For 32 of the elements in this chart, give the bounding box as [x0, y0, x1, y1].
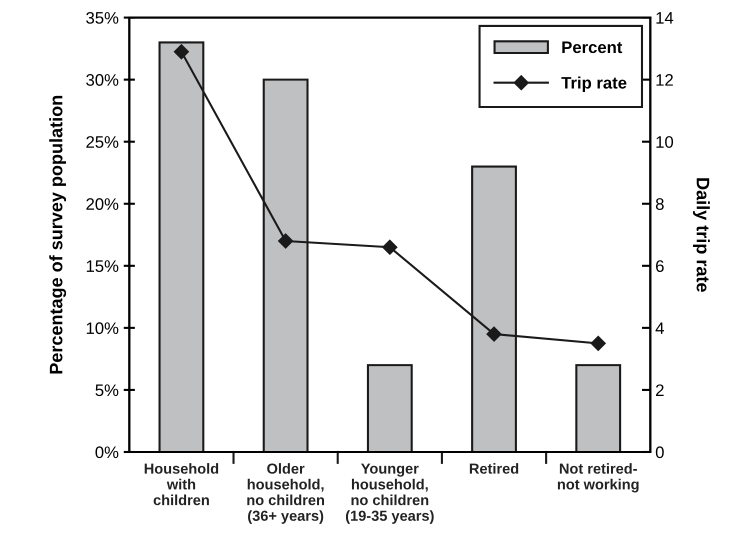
- y2-tick-label: 6: [656, 260, 664, 272]
- y-tick-label: 10%: [86, 322, 118, 334]
- bar: [366, 364, 413, 452]
- point: [382, 240, 398, 255]
- y2-tick-label: 8: [656, 198, 664, 210]
- y-axis-title: Percentage of survey population: [49, 96, 66, 374]
- y2-tick-label: 14: [656, 12, 674, 24]
- point: [590, 336, 606, 351]
- y2-tick-label: 10: [656, 136, 674, 148]
- y2-axis-title: Daily trip rate: [692, 178, 710, 292]
- x-tick-label: Younger household, no children (19-35 years): [346, 464, 434, 524]
- x-tick-label: Not retired- not working: [558, 463, 639, 492]
- y-tick-label: 0%: [95, 446, 118, 458]
- legend-label: Trip rate: [561, 76, 626, 92]
- point: [278, 233, 294, 249]
- y-tick-label: 5%: [95, 384, 118, 396]
- point: [486, 326, 502, 342]
- x-tick-label: Older household, no children (36+ years): [247, 463, 324, 524]
- bar: [575, 364, 622, 452]
- y2-tick-label: 0: [656, 446, 664, 458]
- y-tick-label: 35%: [86, 12, 118, 24]
- y-tick-label: 25%: [86, 136, 118, 148]
- y2-tick-label: 12: [656, 74, 673, 86]
- x-tick-label: Household with children: [144, 463, 218, 506]
- y2-tick-label: 4: [656, 322, 664, 334]
- y-tick-label: 15%: [86, 260, 118, 272]
- point: [174, 44, 189, 60]
- y-tick-label: 20%: [86, 198, 118, 210]
- x-tick-label: Retired: [470, 463, 518, 474]
- y-tick-label: 30%: [86, 74, 118, 86]
- y2-tick-label: 2: [656, 384, 664, 396]
- legend-label: Percent: [562, 42, 622, 54]
